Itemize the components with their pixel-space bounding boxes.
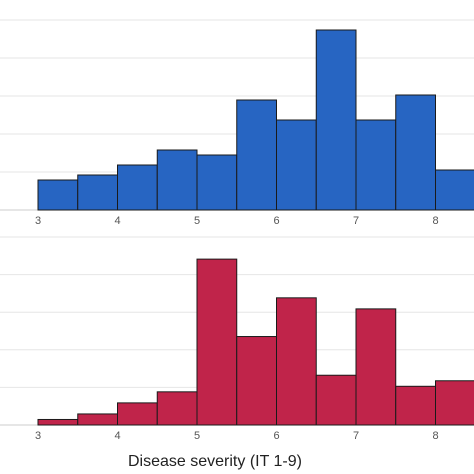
bottom-histogram-bar: [196, 258, 238, 426]
top-histogram-bar: [37, 179, 79, 211]
bottom-x-tick-label: 4: [114, 430, 120, 442]
top-histogram-bar: [355, 119, 397, 211]
top-x-tick-label: 5: [194, 215, 200, 227]
bottom-histogram-bar: [276, 297, 317, 426]
top-x-tick-label: 7: [353, 215, 359, 227]
bottom-histogram-bar: [117, 402, 158, 426]
top-histogram-bar: [156, 149, 198, 211]
x-axis-label: Disease severity (IT 1-9): [128, 453, 302, 470]
top-x-tick-label: 3: [35, 215, 41, 227]
bottom-histogram-panel: 3 4 5 6 7 8: [0, 236, 474, 442]
top-histogram-bar: [315, 29, 357, 211]
bottom-histogram-bar: [37, 418, 79, 426]
bottom-x-tick-label: 6: [273, 430, 279, 442]
top-histogram-bar: [77, 174, 118, 211]
top-histogram-bar: [117, 164, 158, 211]
top-histogram-bar: [196, 154, 238, 211]
bottom-histogram-bar: [395, 385, 436, 426]
top-histogram-panel: 3 4 5 6 7 8: [0, 19, 474, 227]
top-x-tick-label: 8: [432, 215, 438, 227]
bottom-x-tick-label: 3: [35, 430, 41, 442]
bottom-histogram-bar: [236, 336, 277, 426]
bottom-x-tick-label: 5: [194, 430, 200, 442]
top-x-tick-label: 4: [114, 215, 120, 227]
bottom-x-tick-label: 7: [353, 430, 359, 442]
bottom-histogram-bar: [77, 413, 118, 426]
top-histogram-bar: [276, 119, 317, 211]
top-histogram-bar: [395, 94, 436, 211]
top-histogram-bar: [435, 169, 474, 211]
bottom-histogram-bar: [156, 391, 198, 426]
top-x-tick-label: 6: [273, 215, 279, 227]
bottom-x-tick-label: 8: [432, 430, 438, 442]
bottom-histogram-bar: [315, 374, 357, 426]
top-histogram-bar: [236, 99, 277, 211]
bottom-histogram-bar: [435, 380, 474, 426]
bottom-histogram-bar: [355, 308, 397, 426]
